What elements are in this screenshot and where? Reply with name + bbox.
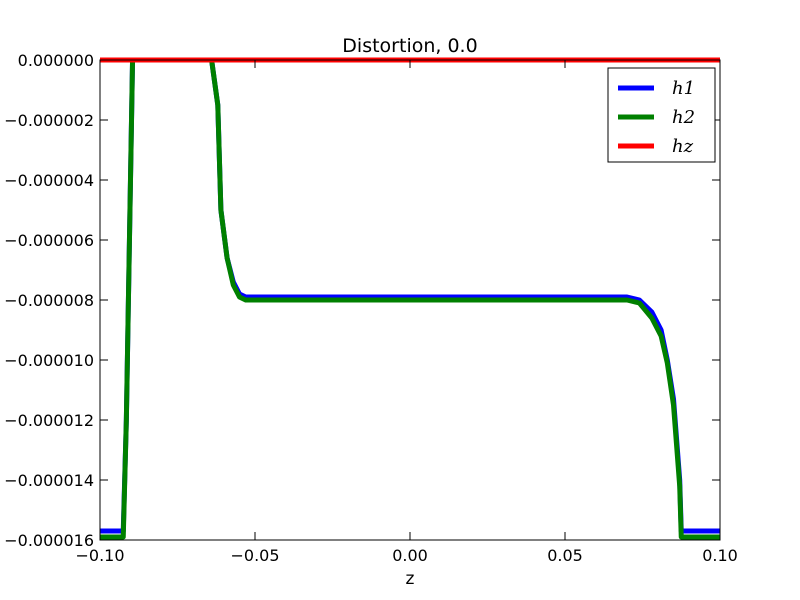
x-tick-label: −0.10	[75, 546, 124, 565]
x-tick-label: 0.10	[702, 546, 738, 565]
y-tick-label: −0.000004	[4, 171, 94, 190]
y-tick-label: 0.000000	[18, 51, 94, 70]
y-tick-label: −0.000014	[4, 471, 94, 490]
y-tick-label: −0.000006	[4, 231, 94, 250]
x-tick-label: 0.05	[547, 546, 583, 565]
x-axis: −0.10 −0.05 0.00 0.05 0.10	[75, 60, 738, 565]
x-tick-label: 0.00	[392, 546, 428, 565]
y-tick-label: −0.000012	[4, 411, 94, 430]
legend: h1 h2 hz	[607, 67, 716, 163]
legend-label-h1: h1	[672, 78, 695, 99]
y-tick-label: −0.000016	[4, 531, 94, 550]
chart-title: Distortion, 0.0	[342, 35, 477, 57]
y-tick-label: −0.000002	[4, 111, 94, 130]
legend-label-hz: hz	[672, 136, 694, 157]
y-tick-label: −0.000010	[4, 351, 94, 370]
y-tick-label: −0.000008	[4, 291, 94, 310]
y-axis: 0.000000 −0.000002 −0.000004 −0.000006 −0.00…	[4, 51, 720, 550]
legend-label-h2: h2	[672, 107, 695, 128]
x-axis-label: z	[406, 569, 415, 589]
x-tick-label: −0.05	[230, 546, 279, 565]
